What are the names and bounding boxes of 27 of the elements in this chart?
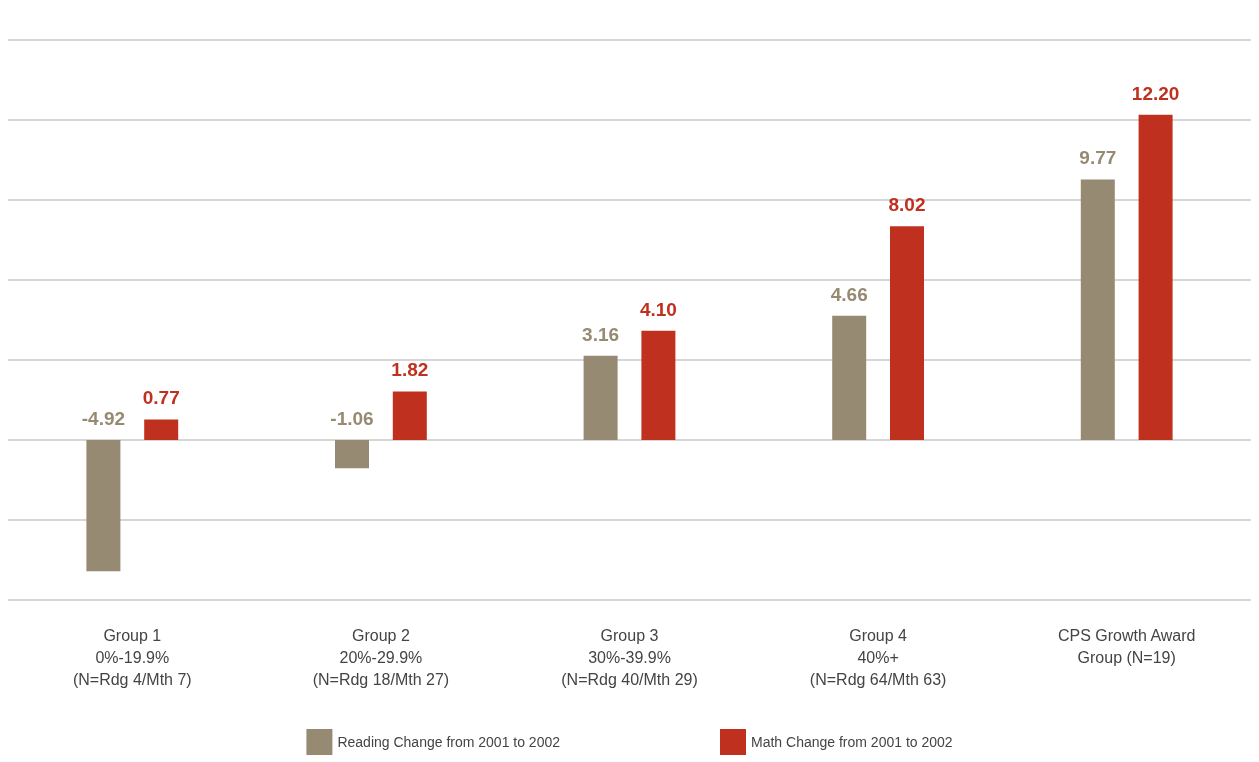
legend-label: Reading Change from 2001 to 2002	[337, 734, 561, 750]
legend-label: Math Change from 2001 to 2002	[751, 734, 953, 750]
x-tick-label: Group 3 30%-39.9% (N=Rdg 40/Mth 29)	[561, 626, 698, 688]
data-label: 0.77	[142, 387, 180, 409]
data-label: -4.92	[81, 408, 126, 429]
bar	[335, 440, 369, 469]
data-label: 1.82	[391, 359, 429, 381]
x-tick-label: Group 4 40%+ (N=Rdg 64/Mth 63)	[809, 626, 947, 688]
bar	[86, 440, 121, 572]
x-tick-label: Group 2 20%-29.9% (N=Rdg 18/Mth 27)	[312, 626, 450, 688]
bar	[583, 355, 618, 440]
bar	[1080, 179, 1115, 440]
x-tick-label: CPS Growth Award Group (N=19)	[1057, 626, 1196, 666]
bar	[392, 391, 427, 440]
x-tick-label: Group 1 0%-19.9% (N=Rdg 4/Mth 7)	[72, 626, 192, 688]
data-label: 9.77	[1079, 147, 1117, 169]
data-label: 3.16	[582, 323, 620, 345]
data-label: 4.66	[830, 283, 868, 305]
data-label: 12.20	[1131, 82, 1180, 104]
data-label: 8.02	[888, 194, 926, 216]
data-label: 4.10	[639, 298, 677, 320]
data-label: -1.06	[330, 408, 374, 429]
bar	[1138, 114, 1173, 440]
bar	[890, 226, 924, 440]
bar	[832, 315, 867, 440]
bar	[144, 419, 179, 440]
bar	[641, 330, 676, 440]
